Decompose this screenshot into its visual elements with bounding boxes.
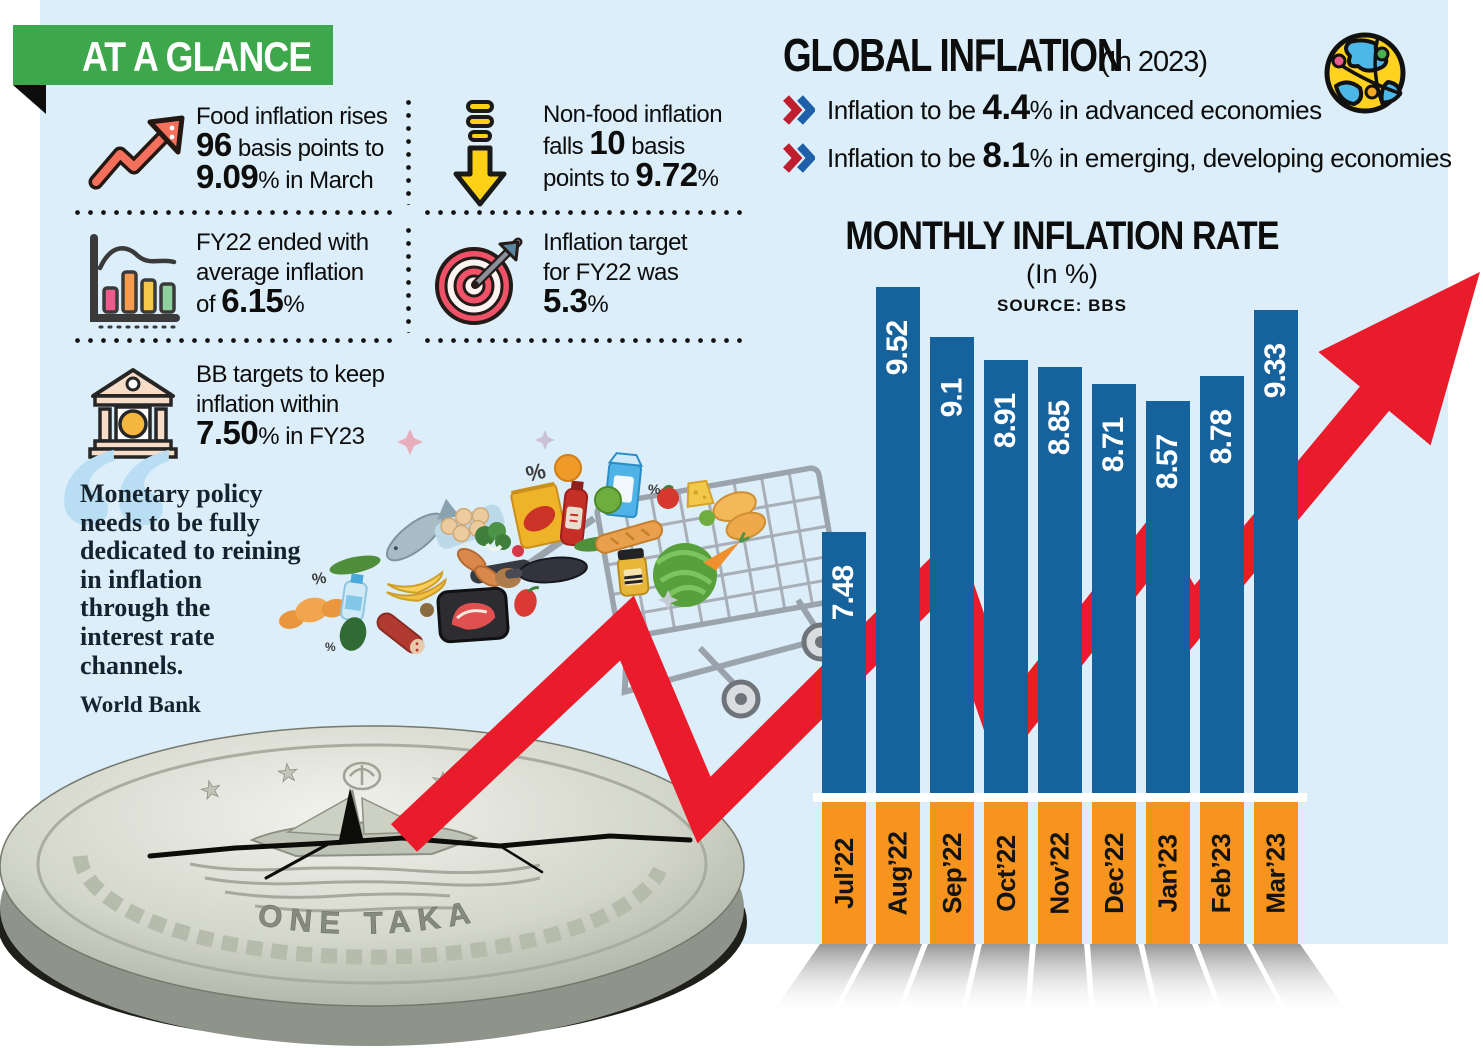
chart-subtitle: (In %)	[1025, 259, 1098, 289]
stat-text: basis points to	[543, 133, 685, 192]
stat-text: Food inflation rises	[196, 103, 388, 130]
bar-shadow	[965, 944, 1030, 1016]
stat-text: % in March	[258, 167, 374, 194]
double-chevron-icon	[783, 95, 815, 125]
bullet-advanced-economies: Inflation to be 4.4% in advanced economi…	[783, 90, 1323, 126]
divider-dotted	[425, 210, 743, 215]
bullet-emerging-economies: Inflation to be 8.1% in emerging, develo…	[783, 138, 1452, 174]
target-icon	[435, 237, 523, 325]
stat-fy22-target: Inflation target for FY22 was 5.3%	[543, 228, 743, 320]
bank-icon	[88, 368, 178, 459]
stat-number: 8.1	[982, 136, 1030, 175]
double-chevron-icon	[783, 143, 815, 173]
quote-attribution: World Bank	[80, 692, 201, 717]
stat-text: %	[697, 165, 719, 192]
divider-dotted	[75, 210, 393, 215]
stat-text: %	[587, 291, 609, 318]
bar-shadow	[1144, 944, 1220, 1016]
stat-text: % in advanced economies	[1029, 95, 1323, 125]
bar-shadow	[1252, 944, 1350, 1016]
divider-dotted	[406, 228, 411, 333]
stat-number: 9.72	[635, 156, 698, 193]
stat-number: 4.4	[982, 88, 1030, 127]
stat-text: FY22 ended with average inflation of	[196, 229, 369, 318]
stat-text: Inflation target for FY22 was	[543, 229, 688, 286]
stat-number: 5.3	[543, 282, 588, 319]
stat-number: 10	[589, 124, 626, 161]
globe-icon	[1324, 32, 1406, 114]
stat-text: % in emerging, developing economies	[1029, 143, 1452, 173]
chart-source: SOURCE: BBS	[996, 296, 1127, 315]
section-title-global-inflation: GLOBAL INFLATION	[783, 29, 1123, 81]
chart-title: MONTHLY INFLATION RATE	[845, 214, 1279, 258]
stat-text: Inflation to be	[827, 143, 983, 173]
divider-dotted	[425, 338, 743, 343]
bar-shadow	[835, 944, 922, 1016]
stat-text: basis points to	[237, 135, 384, 162]
bar-chart-icon	[90, 234, 180, 329]
quote-text: Monetary policy needs to be fully dedica…	[80, 479, 301, 680]
quote-mark-icon: “	[52, 394, 177, 671]
bar-shadow	[770, 944, 868, 1016]
global-inflation-year: (In 2023)	[1100, 46, 1208, 78]
section-title-at-a-glance: AT A GLANCE	[82, 33, 312, 80]
stat-text: %	[283, 291, 305, 318]
stat-number: 96	[196, 126, 232, 163]
bullet-text: Inflation to be 4.4% in advanced economi…	[827, 90, 1323, 126]
stat-bb-target: BB targets to keep inflation within 7.50…	[196, 360, 416, 452]
bar-shadow	[1030, 944, 1090, 1016]
stat-food-inflation: Food inflation rises 96 basis points to …	[196, 102, 411, 196]
bar-shadow	[1090, 944, 1155, 1016]
arrow-down-icon	[453, 100, 507, 207]
stat-text: % in FY23	[258, 423, 365, 450]
stat-text: BB targets to keep inflation within	[196, 361, 385, 418]
stat-number: 9.09	[196, 158, 259, 195]
bar-shadow	[900, 944, 976, 1016]
stat-number: 7.50	[196, 414, 259, 451]
divider-dotted	[406, 100, 411, 205]
bar-shadow	[1198, 944, 1285, 1016]
stat-number: 6.15	[221, 282, 284, 319]
divider-dotted	[75, 338, 393, 343]
stat-fy22-average: FY22 ended with average inflation of 6.1…	[196, 228, 411, 320]
stat-nonfood-inflation: Non-food inflation falls 10 basis points…	[543, 100, 758, 194]
stat-text: Inflation to be	[827, 95, 983, 125]
trend-up-icon	[88, 115, 185, 190]
ribbon-banner	[13, 25, 333, 85]
stat-text: Non-food inflation falls	[543, 101, 723, 160]
bullet-text: Inflation to be 8.1% in emerging, develo…	[827, 138, 1452, 174]
